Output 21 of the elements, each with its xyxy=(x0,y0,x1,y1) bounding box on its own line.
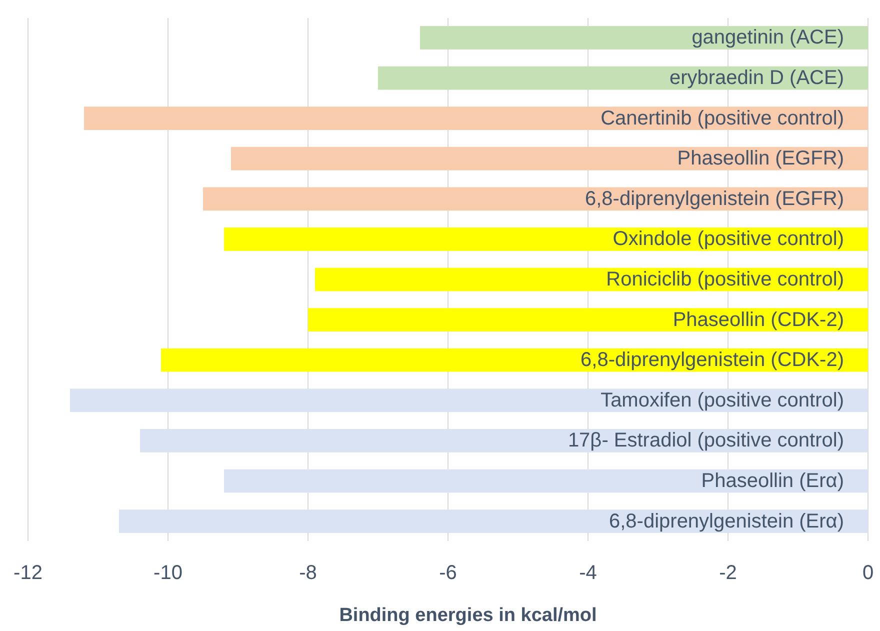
x-axis-title: Binding energies in kcal/mol xyxy=(339,605,597,626)
x-tick-label: 0 xyxy=(862,562,874,584)
y-tick-label: Oxindole (positive control) xyxy=(612,228,844,250)
y-tick-label: 6,8-diprenylgenistein (EGFR) xyxy=(585,188,844,210)
x-tick-label: -12 xyxy=(14,562,42,584)
y-tick-label: gangetinin (ACE) xyxy=(692,26,844,49)
x-tick-label: -4 xyxy=(579,562,597,584)
x-tick-label: -6 xyxy=(439,562,457,584)
y-tick-label: 17β- Estradiol (positive control) xyxy=(568,430,844,452)
y-tick-label: Phaseollin (EGFR) xyxy=(677,148,844,170)
y-tick-label: 6,8-diprenylgenistein (Erα) xyxy=(609,510,844,532)
y-tick-label: 6,8-diprenylgenistein (CDK-2) xyxy=(580,349,844,372)
y-tick-label: Canertinib (positive control) xyxy=(600,107,844,130)
y-tick-label: Phaseollin (CDK-2) xyxy=(672,308,844,331)
y-tick-label: erybraedin D (ACE) xyxy=(669,67,844,90)
y-tick-label: Roniciclib (positive control) xyxy=(606,268,844,290)
x-tick-label: -10 xyxy=(154,562,182,584)
x-tick-label: -2 xyxy=(719,562,737,584)
x-tick-label: -8 xyxy=(299,562,317,584)
y-tick-label: Phaseollin (Erα) xyxy=(701,470,844,492)
y-tick-label: Tamoxifen (positive control) xyxy=(600,389,844,412)
